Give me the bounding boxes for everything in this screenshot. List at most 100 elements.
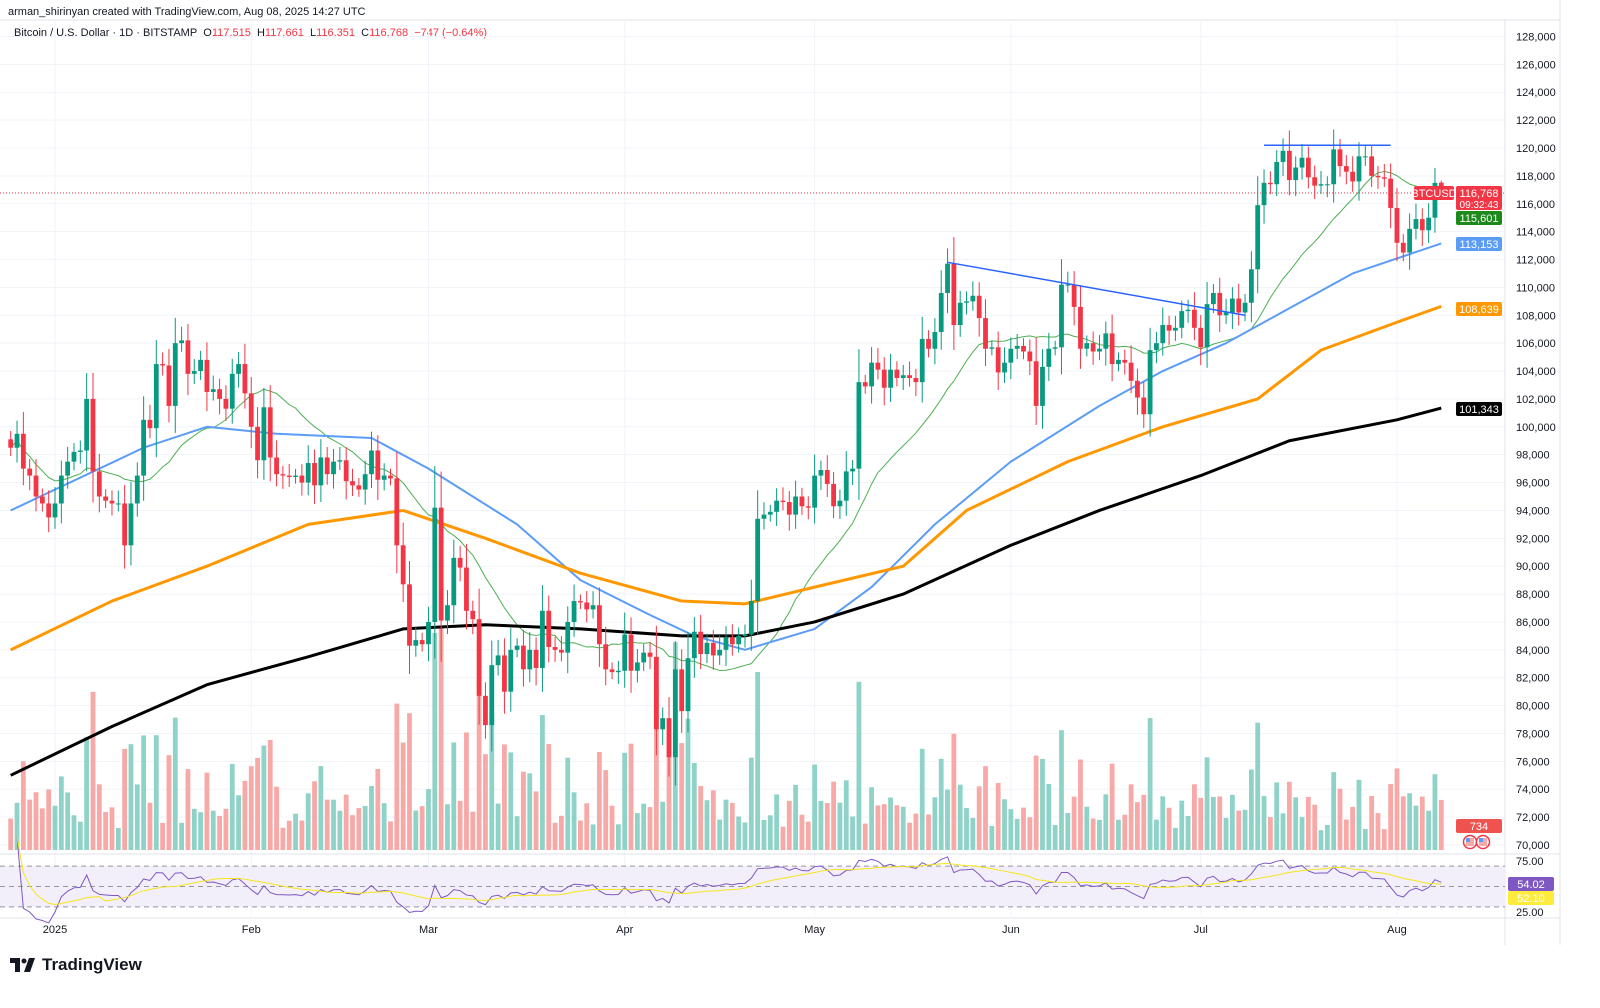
volume-bar [470, 811, 476, 850]
volume-bar [603, 770, 609, 850]
volume-bar [1356, 779, 1362, 850]
y-tick-label: 108,000 [1516, 310, 1556, 322]
candle [831, 483, 836, 507]
volume-bar [565, 757, 571, 850]
volume-bar [1128, 784, 1134, 850]
volume-bar [723, 799, 729, 850]
volume-tag: 734 [1470, 821, 1488, 833]
candle [337, 460, 343, 462]
y-tick-label: 110,000 [1516, 282, 1555, 294]
candle [679, 669, 685, 712]
candle [1052, 347, 1058, 349]
candle [1160, 325, 1166, 344]
candle [128, 503, 134, 546]
candle [824, 470, 830, 484]
candle [540, 610, 545, 668]
volume-bar [685, 718, 691, 850]
volume-bar [951, 733, 957, 850]
volume-bar [913, 813, 919, 850]
candle [267, 407, 273, 458]
candle [1331, 149, 1337, 185]
candle [1388, 178, 1394, 208]
volume-bar [786, 800, 792, 850]
candle [1103, 333, 1109, 349]
symbol-tag: BTCUSD [1411, 188, 1456, 200]
candle [1128, 362, 1134, 381]
y-tick-label: 124,000 [1516, 87, 1556, 99]
volume-bar [350, 815, 355, 850]
volume-bar [1008, 809, 1014, 850]
volume-bar [584, 803, 590, 850]
volume-bar [964, 807, 969, 850]
volume-bar [1229, 794, 1235, 850]
candle [900, 375, 906, 379]
volume-bar [1394, 768, 1400, 850]
candle [1090, 343, 1096, 352]
y-tick-label: 104,000 [1516, 366, 1556, 378]
candle [1324, 184, 1330, 186]
volume-bar [995, 782, 1001, 850]
y-tick-label: 128,000 [1516, 31, 1556, 43]
y-tick-label: 80,000 [1516, 701, 1550, 713]
volume-bar [1274, 782, 1280, 850]
candle [590, 605, 596, 610]
candle [84, 398, 90, 451]
volume-bar [248, 766, 254, 850]
volume-bar [862, 823, 868, 850]
rsi-tag: 54.02 [1517, 879, 1545, 891]
volume-bar [369, 785, 374, 850]
open-label: O [203, 27, 212, 39]
candle [1116, 359, 1121, 365]
candle [552, 647, 558, 650]
candle [1248, 269, 1254, 303]
candle [312, 463, 317, 486]
candle [1008, 348, 1014, 363]
candle [742, 634, 748, 636]
candle [856, 382, 862, 469]
volume-bar [432, 633, 438, 850]
volume-bar [71, 815, 77, 850]
candle [1407, 228, 1413, 253]
candle [438, 507, 444, 621]
candle [578, 601, 583, 603]
y-tick-label: 100,000 [1516, 422, 1556, 434]
candle [1280, 150, 1286, 162]
trendline [947, 261, 1246, 317]
candle [1109, 333, 1115, 365]
candle [1432, 182, 1438, 218]
volume-bar [894, 805, 900, 850]
volume-bar [381, 803, 387, 850]
candle [1223, 312, 1229, 316]
volume-bar [780, 826, 786, 850]
candle [394, 478, 400, 546]
volume-bar [413, 810, 419, 850]
rsi-ma-tag-bg [1508, 891, 1554, 905]
volume-bar [223, 808, 229, 850]
price-chart[interactable]: 70,000 72,000 74,000 76,000 78,000 80,000 82,0… [0, 0, 1600, 950]
candle [653, 656, 659, 730]
volume-bar [375, 768, 381, 850]
tradingview-logo[interactable]: TradingView [10, 955, 142, 975]
candle [1097, 348, 1102, 352]
volume-bar [229, 764, 235, 850]
volume-bar [400, 742, 406, 850]
volume-bar [596, 752, 602, 850]
volume-bar [362, 805, 368, 850]
y-tick-label: 70,000 [1516, 840, 1550, 852]
volume-bar [483, 754, 488, 850]
candle [14, 433, 20, 448]
candle [1255, 205, 1261, 270]
candle [546, 610, 552, 648]
candle [736, 635, 742, 645]
candle [1040, 366, 1045, 406]
volume-bar [1293, 797, 1299, 850]
candle [837, 500, 843, 507]
x-tick-label: Apr [616, 924, 633, 936]
candle [1204, 304, 1210, 348]
volume-bar [976, 786, 982, 850]
volume-bar [1381, 829, 1387, 850]
volume-bar [837, 802, 843, 850]
volume-bar [590, 824, 596, 850]
volume-bar [622, 752, 628, 850]
volume-bar [660, 801, 666, 850]
